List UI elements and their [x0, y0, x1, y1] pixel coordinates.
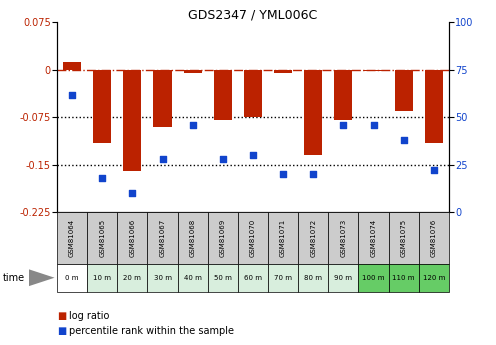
Bar	[268, 264, 298, 292]
Bar	[388, 264, 419, 292]
Text: 0 m: 0 m	[65, 275, 79, 281]
Bar	[184, 70, 202, 73]
Bar	[124, 70, 141, 171]
Bar	[63, 62, 81, 70]
Text: time: time	[2, 273, 25, 283]
Text: GSM81070: GSM81070	[250, 219, 256, 257]
Bar	[419, 212, 449, 264]
Bar	[178, 264, 208, 292]
Bar	[274, 70, 292, 73]
Text: GSM81076: GSM81076	[431, 219, 437, 257]
Bar	[57, 212, 87, 264]
Text: 80 m: 80 m	[304, 275, 322, 281]
Text: 20 m: 20 m	[124, 275, 141, 281]
Point	[370, 122, 377, 128]
Polygon shape	[29, 269, 55, 286]
Bar	[298, 212, 328, 264]
Bar	[388, 212, 419, 264]
Bar	[178, 212, 208, 264]
Text: GSM81071: GSM81071	[280, 219, 286, 257]
Bar	[208, 264, 238, 292]
Text: GSM81068: GSM81068	[189, 219, 196, 257]
Text: 60 m: 60 m	[244, 275, 262, 281]
Text: 110 m: 110 m	[392, 275, 415, 281]
Text: ■: ■	[57, 311, 66, 321]
Bar	[395, 70, 413, 111]
Bar	[238, 212, 268, 264]
Bar	[153, 70, 172, 127]
Text: 50 m: 50 m	[214, 275, 232, 281]
Bar	[87, 264, 118, 292]
Bar	[118, 212, 147, 264]
Bar	[365, 70, 382, 71]
Bar	[298, 264, 328, 292]
Text: percentile rank within the sample: percentile rank within the sample	[69, 326, 235, 336]
Text: 10 m: 10 m	[93, 275, 111, 281]
Text: GSM81065: GSM81065	[99, 219, 105, 257]
Bar	[147, 212, 178, 264]
Point	[98, 175, 106, 181]
Bar	[214, 70, 232, 120]
Text: 30 m: 30 m	[154, 275, 172, 281]
Text: GSM81067: GSM81067	[160, 219, 166, 257]
Bar	[268, 212, 298, 264]
Point	[430, 168, 438, 173]
Bar	[57, 264, 87, 292]
Text: GSM81069: GSM81069	[220, 219, 226, 257]
Bar	[304, 70, 322, 155]
Text: 100 m: 100 m	[362, 275, 385, 281]
Bar	[328, 264, 359, 292]
Text: ■: ■	[57, 326, 66, 336]
Bar	[238, 264, 268, 292]
Bar	[93, 70, 111, 142]
Point	[249, 152, 257, 158]
Text: GSM81064: GSM81064	[69, 219, 75, 257]
Point	[339, 122, 347, 128]
Text: 40 m: 40 m	[184, 275, 201, 281]
Text: GSM81073: GSM81073	[340, 219, 346, 257]
Text: 70 m: 70 m	[274, 275, 292, 281]
Text: 90 m: 90 m	[334, 275, 352, 281]
Bar	[359, 264, 388, 292]
Point	[310, 171, 317, 177]
Text: GSM81066: GSM81066	[129, 219, 135, 257]
Bar	[328, 212, 359, 264]
Bar	[208, 212, 238, 264]
Title: GDS2347 / YML006C: GDS2347 / YML006C	[188, 8, 317, 21]
Point	[188, 122, 196, 128]
Point	[159, 156, 167, 162]
Bar	[334, 70, 353, 120]
Bar	[419, 264, 449, 292]
Point	[219, 156, 227, 162]
Bar	[87, 212, 118, 264]
Point	[279, 171, 287, 177]
Bar	[359, 212, 388, 264]
Point	[128, 190, 136, 196]
Bar	[118, 264, 147, 292]
Text: GSM81074: GSM81074	[371, 219, 376, 257]
Bar	[425, 70, 443, 142]
Text: GSM81072: GSM81072	[310, 219, 316, 257]
Bar	[244, 70, 262, 117]
Point	[68, 92, 76, 97]
Text: GSM81075: GSM81075	[401, 219, 407, 257]
Text: log ratio: log ratio	[69, 311, 110, 321]
Point	[400, 137, 408, 143]
Bar	[147, 264, 178, 292]
Text: 120 m: 120 m	[423, 275, 445, 281]
